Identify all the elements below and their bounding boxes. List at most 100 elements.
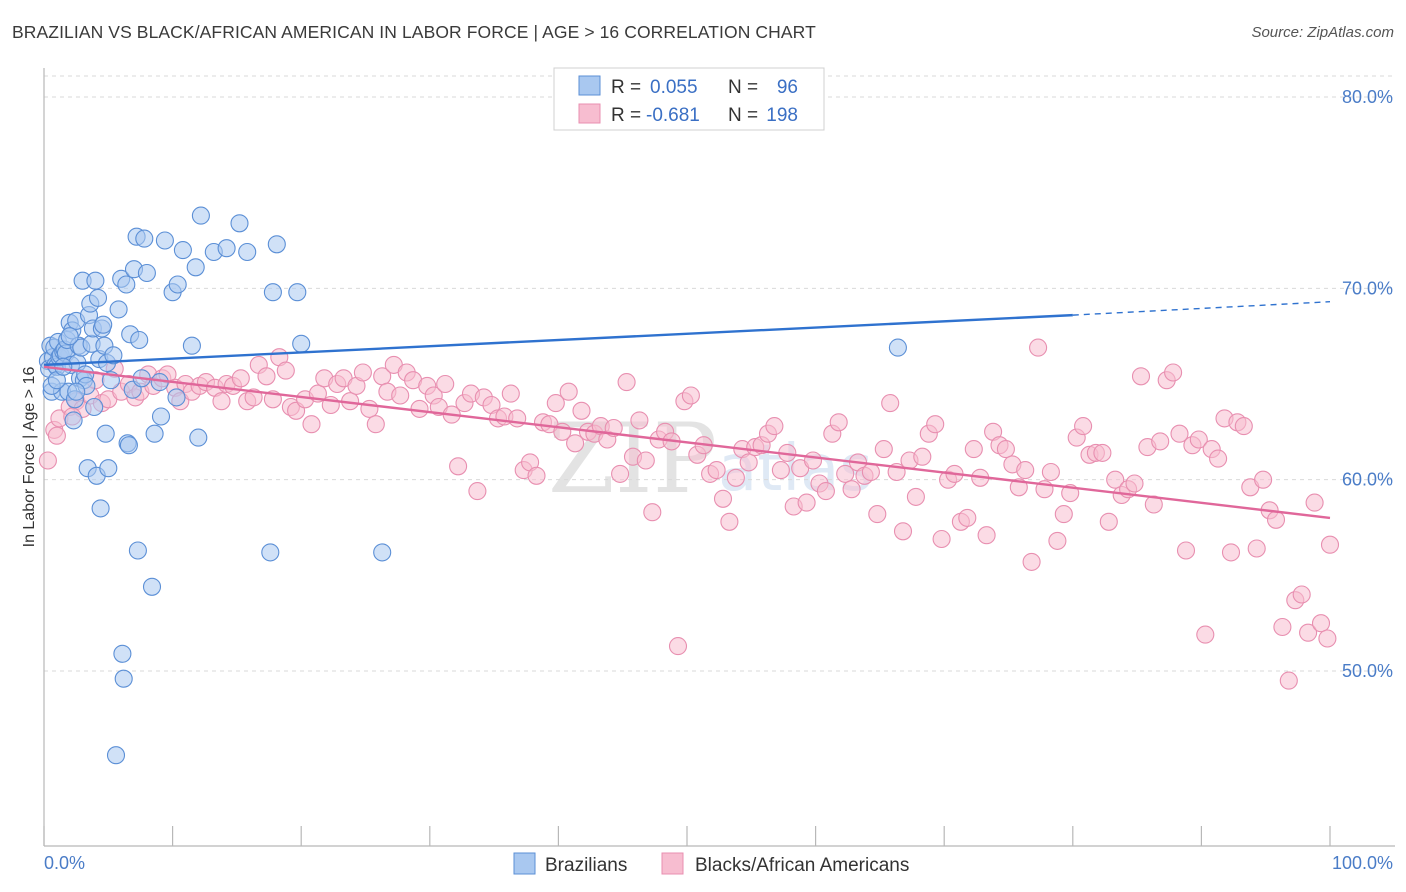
blacks-point [893, 522, 913, 541]
brazilians-point [145, 424, 164, 443]
blacks-point [1093, 443, 1112, 462]
y-tick-label-60: 60.0% [1342, 470, 1393, 490]
blacks-point [1266, 510, 1286, 529]
blacks-point [868, 505, 887, 524]
blacks-point [958, 508, 977, 527]
blacks-point [1318, 629, 1337, 648]
blacks-point [1131, 367, 1151, 386]
brazilians-point [85, 397, 104, 417]
chart-title: BRAZILIAN VS BLACK/AFRICAN AMERICAN IN L… [12, 22, 816, 42]
blacks-point [391, 386, 410, 405]
blacks-point [996, 440, 1015, 459]
blacks-point [1176, 541, 1196, 560]
blacks-point [1125, 474, 1144, 493]
brazilians-point [230, 214, 249, 233]
blacks-point [1099, 512, 1118, 531]
legend-swatch-blacks [578, 103, 601, 124]
brazilians-point [86, 271, 105, 290]
trend-lines [43, 301, 1331, 520]
blacks-point [771, 461, 790, 480]
blacks-point [829, 413, 848, 432]
legend-swatch-brazilians [578, 75, 601, 96]
bottom-legend-swatch-brazilians [513, 852, 536, 875]
legend-r-value-blacks: -0.681 [646, 105, 700, 126]
blacks-point [353, 363, 372, 382]
blacks-point [47, 426, 66, 445]
blacks-point [797, 493, 816, 512]
blacks-point [1164, 363, 1183, 382]
blacks-point [836, 464, 855, 483]
blacks-point [1016, 461, 1035, 480]
brazilians-point [167, 388, 186, 407]
brazilians-point [117, 275, 136, 294]
legend-r-label-brazilians: R = [611, 77, 641, 98]
blacks-point [913, 447, 932, 466]
brazilians-point [88, 288, 108, 307]
blacks-point [302, 415, 321, 434]
blacks-point [681, 386, 700, 405]
source-credit: Source: ZipAtlas.com [1251, 24, 1394, 41]
blacks-point [739, 453, 758, 472]
y-tick-labels: 50.0% 60.0% 70.0% 80.0% [1342, 87, 1393, 681]
brazilians-point [288, 283, 307, 302]
brazilians-point [67, 382, 86, 401]
blacks-point [546, 394, 565, 413]
blacks-point [257, 367, 276, 386]
blacks-point [1196, 625, 1215, 644]
brazilians-point [119, 436, 138, 455]
y-axis-label: In Labor Force | Age > 16 [21, 367, 38, 548]
brazilians-point [94, 315, 113, 334]
brazilians-point [60, 327, 79, 346]
blacks-point [1305, 493, 1324, 512]
blacks-point [1189, 430, 1208, 449]
blacks-point [707, 461, 726, 480]
brazilians-point [96, 424, 115, 443]
blacks-point [1292, 585, 1311, 604]
blacks-point [926, 415, 945, 434]
blacks-point [38, 451, 57, 470]
blacks-point [874, 440, 893, 459]
x-tick-label-max: 100.0% [1332, 853, 1393, 873]
blacks-point [1106, 470, 1125, 489]
legend-r-value-brazilians: 0.055 [650, 77, 698, 98]
blacks-point [1320, 535, 1340, 554]
blacks-point [1247, 539, 1266, 558]
brazilians-point [64, 411, 83, 430]
brazilians-point [168, 275, 187, 294]
blacks-point [816, 482, 835, 501]
brazilians-point [128, 541, 147, 560]
blacks-point [803, 451, 823, 470]
blacks-point [244, 388, 263, 407]
blacks-point [566, 434, 585, 453]
bottom-legend-label-brazilians: Brazilians [545, 855, 627, 876]
brazilians-point [106, 746, 126, 765]
brazilians-point [263, 283, 282, 302]
brazilians-point [155, 231, 174, 250]
trend-line-blacks [43, 365, 1331, 520]
blacks-point [212, 392, 231, 411]
blacks-point [1311, 614, 1331, 633]
blacks-point [611, 464, 630, 483]
legend-r-label-blacks: R = [611, 105, 641, 126]
blacks-point [1279, 671, 1298, 690]
brazilians-point [267, 235, 286, 254]
blacks-point [630, 411, 649, 430]
blacks-point [366, 415, 385, 434]
bottom-legend-label-blacks: Blacks/African Americans [695, 855, 909, 876]
brazilians-point [292, 334, 311, 353]
brazilians-point [186, 258, 205, 277]
blacks-point [881, 394, 900, 413]
blacks-point [1221, 543, 1241, 562]
brazilians-point [54, 357, 73, 376]
blacks-point [508, 409, 527, 428]
blacks-point [501, 384, 520, 403]
brazilians-point [114, 669, 133, 688]
legend-n-label-blacks: N = [728, 105, 758, 126]
trend-line-brazilians-extension [1072, 301, 1331, 316]
brazilians-point [109, 300, 128, 319]
brazilians-point [104, 346, 123, 365]
blacks-point [436, 374, 455, 394]
blacks-point [1022, 552, 1041, 571]
blacks-point [572, 401, 591, 420]
blacks-point [1151, 432, 1170, 451]
